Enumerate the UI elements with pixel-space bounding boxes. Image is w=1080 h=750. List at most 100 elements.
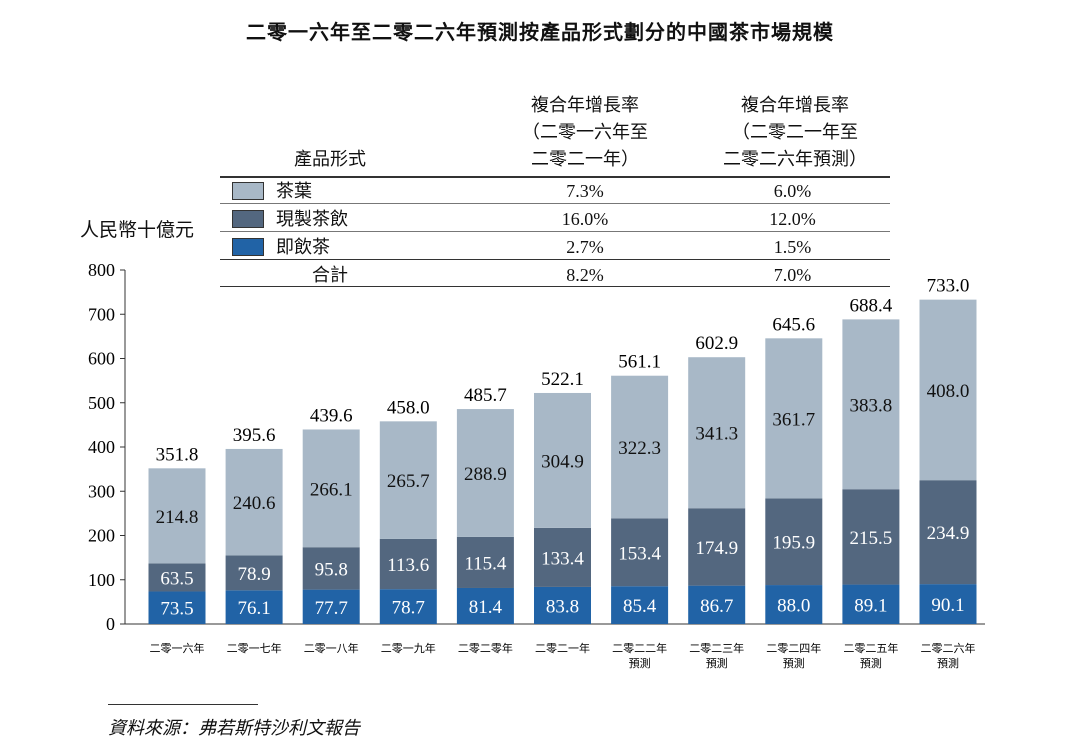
x-tick-label: 二零一九年 <box>381 641 436 655</box>
bar-segment <box>225 590 283 624</box>
legend-swatch <box>232 210 264 228</box>
y-tick-label: 700 <box>88 304 115 324</box>
legend-label: 茶葉 <box>276 181 312 201</box>
cagr-value: 1.5% <box>773 237 812 257</box>
bar-segment <box>379 421 437 539</box>
segment-label: 133.4 <box>541 548 584 569</box>
segment-label: 240.6 <box>233 493 276 514</box>
bar-segment <box>611 586 669 624</box>
bar-segment <box>148 563 206 592</box>
y-tick-label: 600 <box>88 349 115 369</box>
x-tick-label: 預測 <box>629 656 651 670</box>
segment-label: 115.4 <box>464 553 507 574</box>
bar-segment <box>302 589 360 624</box>
segment-label: 174.9 <box>695 538 738 559</box>
bar-segment <box>148 468 206 564</box>
bar-segment <box>379 538 437 590</box>
bar-segment <box>225 555 283 591</box>
table-divider <box>220 203 890 204</box>
bar-segment <box>919 299 977 481</box>
bar-segment <box>456 587 514 624</box>
y-tick-label: 0 <box>106 614 115 634</box>
total-label: 602.9 <box>695 333 738 354</box>
segment-label: 195.9 <box>772 533 815 554</box>
bar-segment <box>842 489 900 585</box>
y-tick-label: 300 <box>88 481 115 501</box>
total-label: 395.6 <box>233 425 276 446</box>
bar-segment <box>534 392 591 528</box>
table-divider <box>220 259 890 260</box>
bar-segment <box>688 357 746 509</box>
bar-segment <box>534 527 591 587</box>
bar-segment <box>765 498 823 586</box>
segment-label: 383.8 <box>850 395 893 416</box>
total-label: 439.6 <box>310 405 353 426</box>
bar-segment <box>225 448 283 556</box>
segment-label: 73.5 <box>160 599 193 620</box>
segment-label: 77.7 <box>315 598 348 619</box>
bar-segment <box>688 508 746 586</box>
segment-label: 86.7 <box>700 596 733 617</box>
segment-label: 266.1 <box>310 479 353 500</box>
cagr-value: 16.0% <box>561 209 609 229</box>
x-tick-label: 二零二六年 <box>921 641 976 655</box>
cagr-value: 8.2% <box>566 265 604 285</box>
y-tick-label: 800 <box>88 260 115 280</box>
total-label: 645.6 <box>772 314 815 335</box>
x-tick-label: 二零一六年 <box>150 641 205 655</box>
bar-segment <box>765 338 823 499</box>
total-label: 485.7 <box>464 385 507 406</box>
chart-title: 二零一六年至二零二六年預測按產品形式劃分的中國茶市場規模 <box>246 22 834 44</box>
legend-label: 即飲茶 <box>276 237 330 257</box>
segment-label: 361.7 <box>772 409 815 430</box>
bar-segment <box>919 584 977 624</box>
x-tick-label: 預測 <box>783 656 805 670</box>
legend-label: 現製茶飲 <box>276 209 348 229</box>
total-label: 522.1 <box>541 369 584 390</box>
bar-segment <box>611 375 669 519</box>
bar-segment <box>302 547 360 590</box>
table-header-cagr2: 複合年增長率 （二零二一年至 二零二六年預測） <box>680 92 910 173</box>
y-tick-label: 200 <box>88 526 115 546</box>
total-label: 688.4 <box>850 295 893 316</box>
total-label: 458.0 <box>387 397 430 418</box>
cagr-value: 7.0% <box>773 265 812 285</box>
segment-label: 90.1 <box>931 595 964 616</box>
cagr-value: 7.3% <box>566 181 604 201</box>
header-line: （二零二一年至 <box>732 122 858 142</box>
header-line: 複合年增長率 <box>741 95 849 115</box>
x-tick-label: 二零二二年 <box>612 641 667 655</box>
legend-swatch <box>232 182 264 200</box>
segment-label: 214.8 <box>156 507 199 528</box>
bar-segment <box>456 409 514 537</box>
cagr-value: 12.0% <box>769 209 816 229</box>
x-tick-label: 二零一八年 <box>304 641 359 655</box>
bar-segment <box>379 589 437 624</box>
header-line: （二零一六年至 <box>522 122 648 142</box>
table-divider <box>220 286 890 287</box>
total-label: 561.1 <box>618 352 661 373</box>
segment-label: 234.9 <box>927 523 970 544</box>
cagr-value: 2.7% <box>566 237 604 257</box>
header-line: 二零二一年） <box>531 149 639 169</box>
x-tick-label: 預測 <box>937 656 959 670</box>
segment-label: 78.7 <box>392 598 425 619</box>
bar-segment <box>919 480 977 585</box>
segment-label: 153.4 <box>618 543 661 564</box>
bar-plot: 0 100 200 300 400 500 600 700 800 73.5 63.5 214.8 35… <box>88 260 985 670</box>
x-tick-label: 二零二五年 <box>843 641 898 655</box>
bar-segment <box>148 591 206 624</box>
segment-label: 89.1 <box>854 595 887 616</box>
segment-label: 81.4 <box>469 597 503 618</box>
total-label: 733.0 <box>927 276 970 297</box>
y-tick-label: 400 <box>88 437 115 457</box>
bar-segment <box>302 429 360 548</box>
table-divider <box>220 231 890 232</box>
bar-segment <box>842 584 900 624</box>
y-tick-label: 100 <box>88 570 115 590</box>
source-divider <box>108 704 258 705</box>
table-header-label: 產品形式 <box>294 149 366 169</box>
x-tick-label: 二零二一年 <box>535 641 590 655</box>
segment-label: 322.3 <box>618 438 661 459</box>
